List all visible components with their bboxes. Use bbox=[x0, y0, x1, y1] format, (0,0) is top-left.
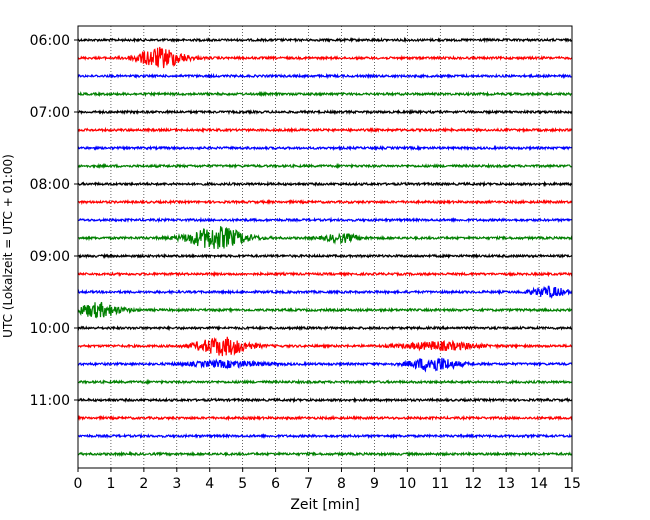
trace-0915 bbox=[77, 270, 573, 278]
x-tick-label: 12 bbox=[464, 476, 482, 492]
y-tick-label: 09:00 bbox=[30, 249, 70, 265]
trace-0745 bbox=[77, 162, 573, 170]
trace-0730 bbox=[77, 144, 573, 152]
x-tick-label: 15 bbox=[563, 476, 581, 492]
trace-1045 bbox=[77, 378, 573, 386]
y-tick-label: 08:00 bbox=[30, 177, 70, 193]
trace-1000 bbox=[77, 324, 573, 332]
y-tick-label: 10:00 bbox=[30, 321, 70, 337]
x-tick-label: 9 bbox=[370, 476, 379, 492]
x-tick-label: 1 bbox=[106, 476, 115, 492]
x-tick-label: 3 bbox=[172, 476, 181, 492]
trace-1115 bbox=[77, 414, 573, 422]
plot-frame bbox=[77, 25, 573, 469]
x-tick-label: 0 bbox=[74, 476, 83, 492]
trace-0845 bbox=[77, 226, 573, 249]
x-tick-label: 4 bbox=[205, 476, 214, 492]
x-tick-label: 14 bbox=[530, 476, 548, 492]
trace-0715 bbox=[77, 126, 573, 134]
x-axis-ticks: 0 1 2 3 4 5 6 7 8 9 10 11 12 13 14 15 bbox=[74, 468, 581, 492]
x-axis-label: Zeit [min] bbox=[290, 497, 359, 513]
trace-0900 bbox=[77, 252, 573, 260]
x-tick-label: 13 bbox=[497, 476, 515, 492]
trace-0800 bbox=[77, 180, 573, 188]
trace-0630 bbox=[77, 72, 573, 80]
trace-1015 bbox=[77, 336, 573, 357]
x-tick-label: 6 bbox=[271, 476, 280, 492]
trace-1030 bbox=[77, 357, 573, 373]
y-axis-ticks: 06:00 07:00 08:00 09:00 10:00 11:00 bbox=[30, 33, 78, 409]
x-tick-label: 5 bbox=[238, 476, 247, 492]
traces bbox=[77, 36, 573, 458]
trace-0830 bbox=[77, 216, 573, 224]
trace-1100 bbox=[77, 396, 573, 404]
x-tick-label: 2 bbox=[139, 476, 148, 492]
trace-0815 bbox=[77, 198, 573, 206]
trace-0600 bbox=[77, 36, 573, 44]
x-tick-label: 8 bbox=[337, 476, 346, 492]
y-tick-label: 07:00 bbox=[30, 105, 70, 121]
y-tick-label: 06:00 bbox=[30, 33, 70, 49]
trace-1130 bbox=[77, 432, 573, 440]
trace-1145 bbox=[77, 450, 573, 458]
x-tick-label: 10 bbox=[398, 476, 416, 492]
trace-0945 bbox=[77, 301, 573, 319]
y-tick-label: 11:00 bbox=[30, 393, 70, 409]
trace-0645 bbox=[77, 90, 573, 98]
x-tick-label: 7 bbox=[304, 476, 313, 492]
trace-0930 bbox=[77, 285, 573, 299]
y-axis-label: UTC (Lokalzeit = UTC + 01:00) bbox=[1, 154, 15, 338]
trace-0615 bbox=[77, 46, 573, 69]
x-tick-label: 11 bbox=[431, 476, 449, 492]
trace-0700 bbox=[77, 108, 573, 116]
